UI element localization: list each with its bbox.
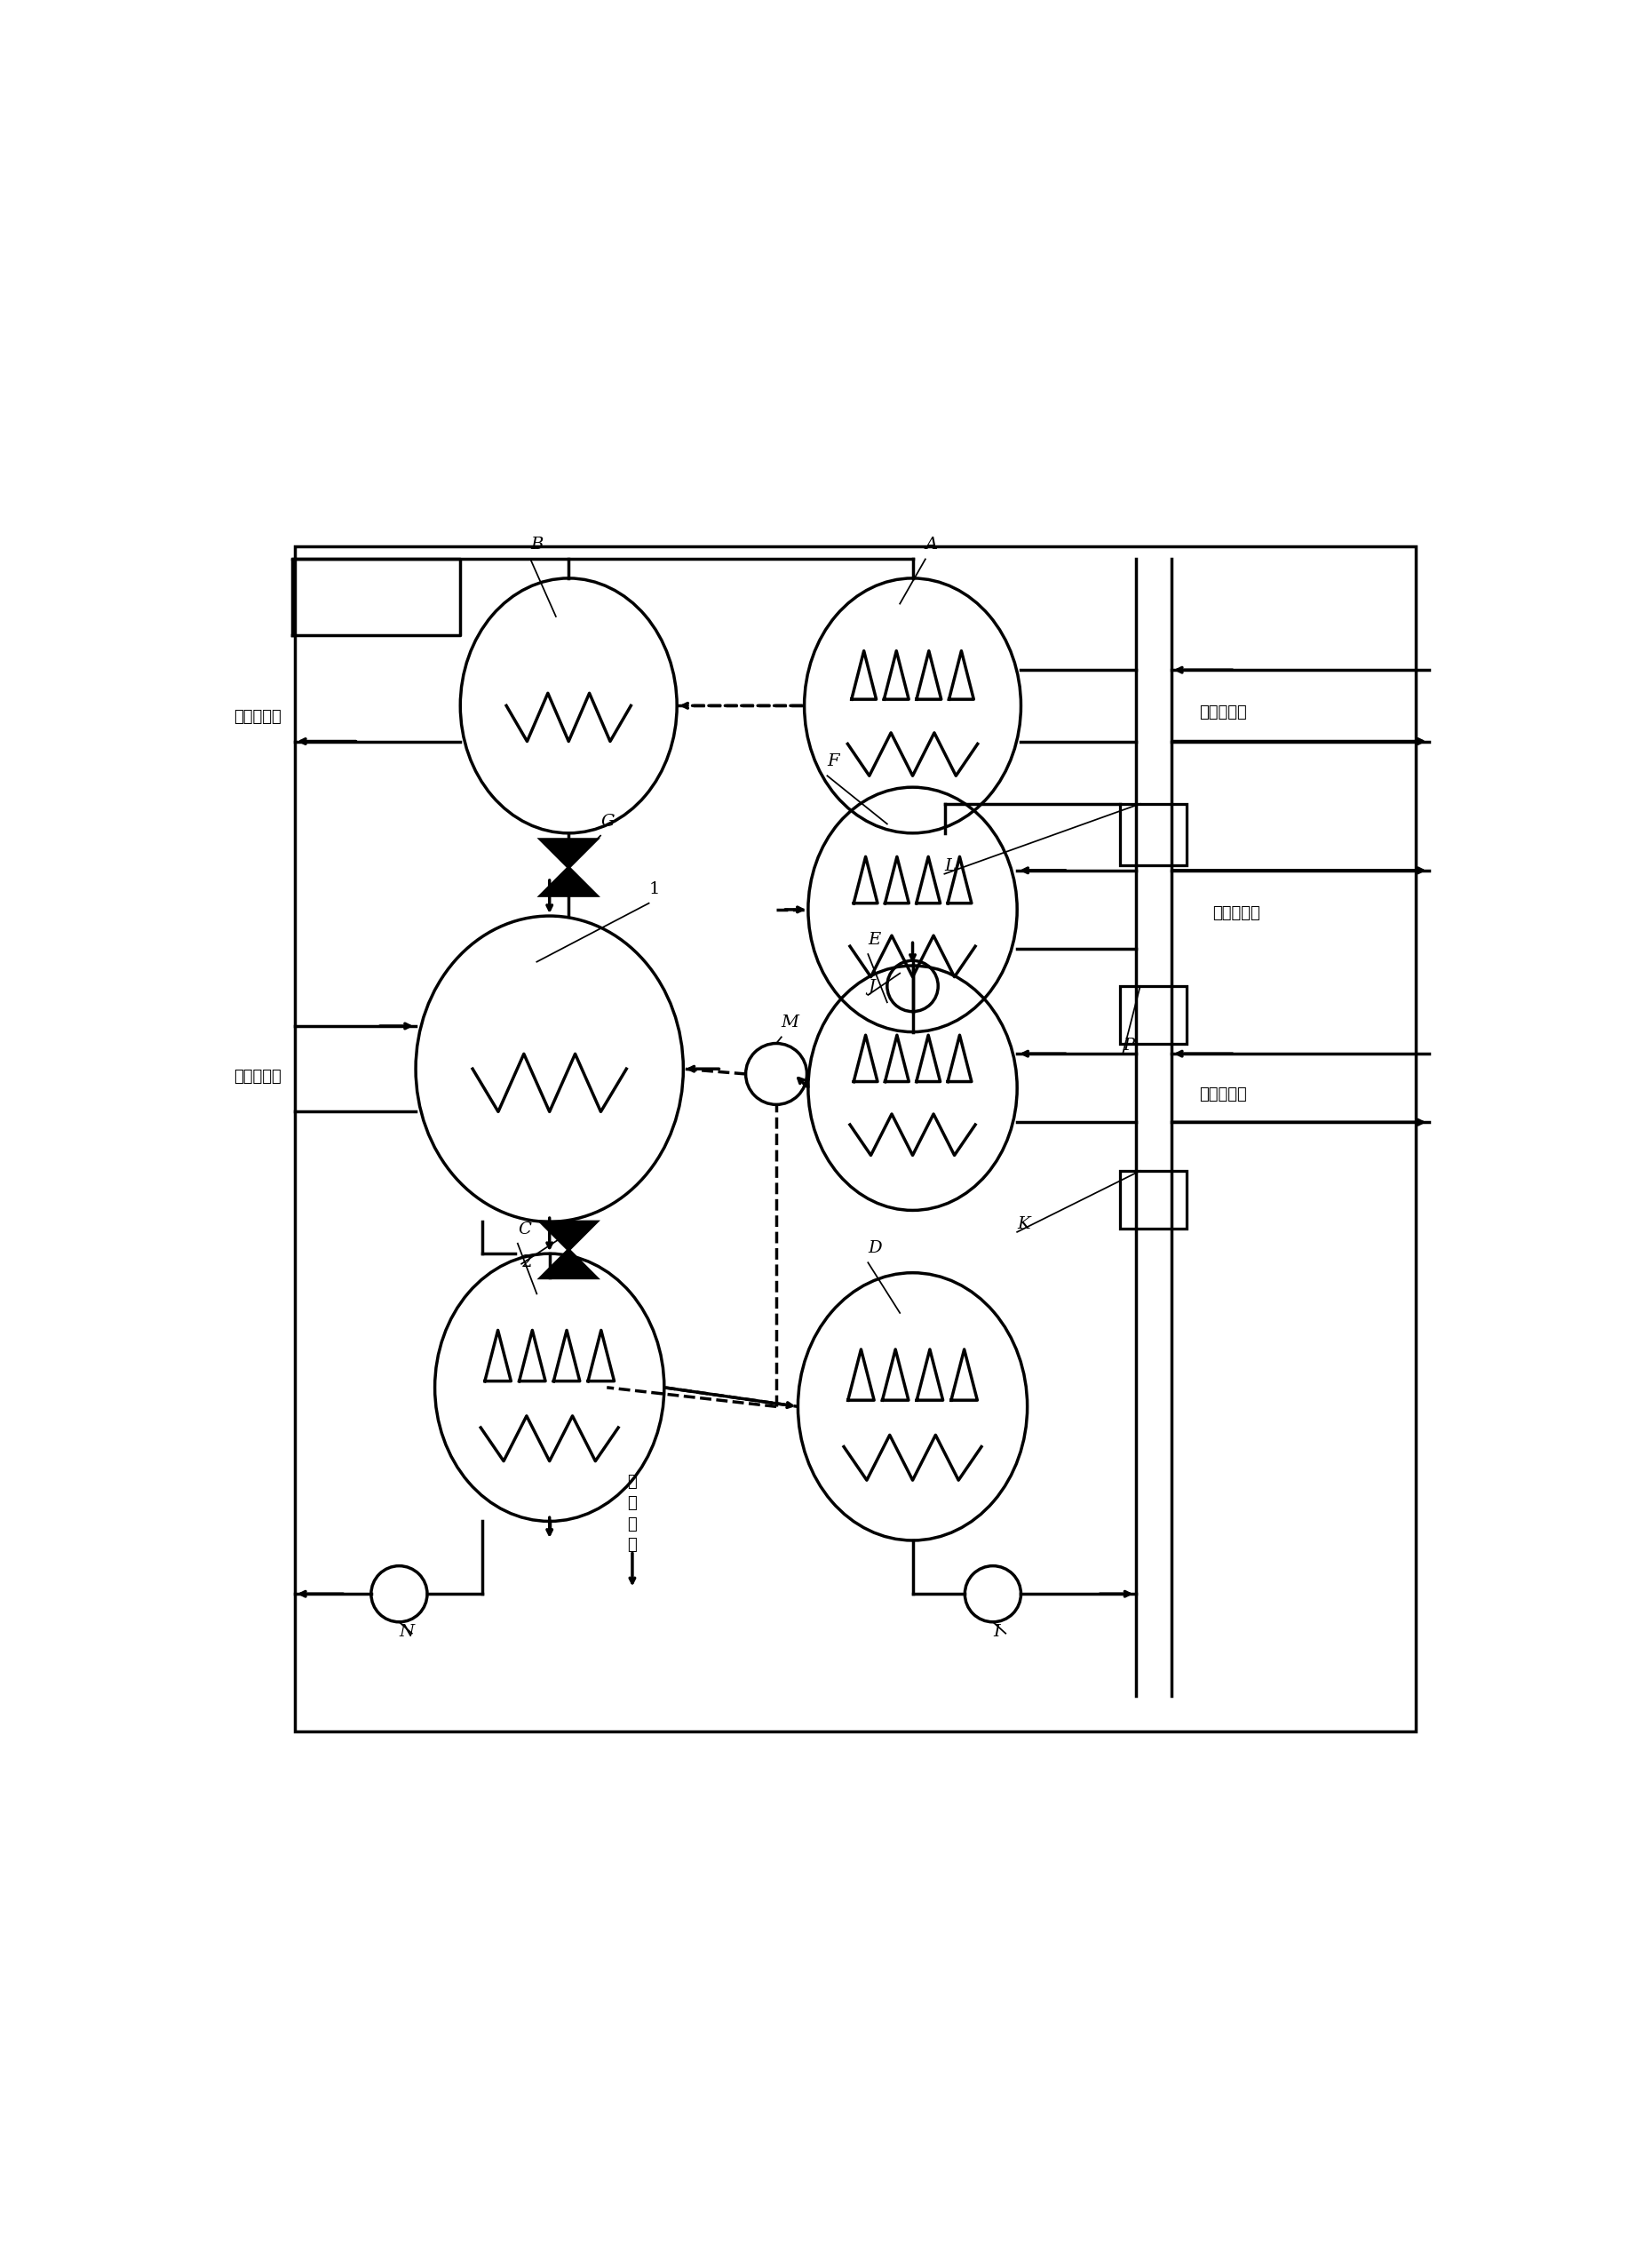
Text: M: M bbox=[781, 1014, 799, 1030]
Bar bbox=[1120, 1170, 1187, 1229]
Text: D: D bbox=[868, 1241, 881, 1256]
Polygon shape bbox=[541, 1222, 597, 1250]
Text: I: I bbox=[993, 1624, 1000, 1640]
Text: A: A bbox=[926, 538, 939, 553]
Text: P: P bbox=[1123, 1036, 1134, 1055]
Bar bbox=[1120, 987, 1187, 1043]
Text: L: L bbox=[944, 857, 957, 873]
Text: C: C bbox=[518, 1220, 531, 1236]
Text: J: J bbox=[868, 980, 875, 996]
Text: 驱动热介质: 驱动热介质 bbox=[1198, 703, 1248, 719]
Text: 被加热介质: 被加热介质 bbox=[233, 710, 281, 726]
Text: 2: 2 bbox=[521, 1254, 533, 1270]
Text: 余
热
介
质: 余 热 介 质 bbox=[628, 1474, 638, 1554]
Polygon shape bbox=[541, 839, 597, 869]
Text: K: K bbox=[1018, 1216, 1031, 1232]
Text: B: B bbox=[531, 538, 543, 553]
Text: E: E bbox=[868, 932, 881, 948]
Text: 驱动热介质: 驱动热介质 bbox=[1198, 1086, 1248, 1102]
Polygon shape bbox=[541, 869, 597, 896]
Bar bbox=[1120, 803, 1187, 864]
Text: 被加热介质: 被加热介质 bbox=[1212, 905, 1259, 921]
Polygon shape bbox=[541, 1250, 597, 1277]
Text: F: F bbox=[827, 753, 838, 769]
Text: G: G bbox=[600, 814, 615, 830]
Bar bbox=[294, 547, 1415, 1730]
Text: 被加热介质: 被加热介质 bbox=[233, 1068, 281, 1084]
Text: N: N bbox=[399, 1624, 414, 1640]
Text: 1: 1 bbox=[649, 880, 659, 896]
